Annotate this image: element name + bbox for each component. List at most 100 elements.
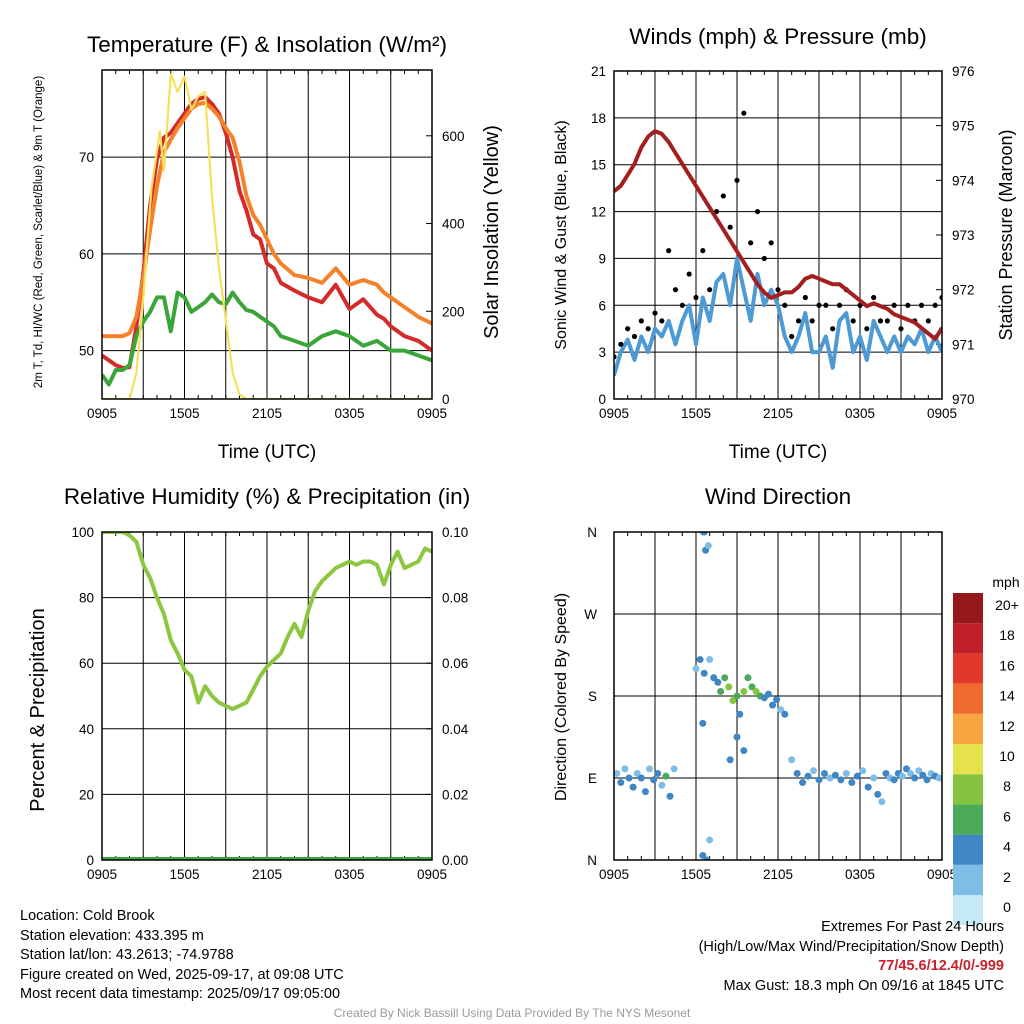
- extremes-info: Extremes For Past 24 Hours (High/Low/Max…: [699, 918, 1004, 996]
- wind-direction-point: [870, 774, 878, 782]
- wind-direction-point: [820, 769, 828, 777]
- colorbar-swatch: [953, 683, 983, 714]
- series-gust-point: [645, 326, 651, 332]
- series-gust-point: [782, 302, 788, 308]
- y-tick-label-left: W: [584, 607, 597, 622]
- y-tick-label-left: 20: [79, 787, 94, 802]
- y-tick-label-left: 80: [79, 591, 94, 606]
- wind-direction-point: [799, 779, 807, 787]
- colorbar-label: 4: [1003, 839, 1011, 855]
- wind-direction-point: [773, 696, 781, 704]
- wind-direction-point: [740, 747, 748, 755]
- y-tick-label-left: 15: [591, 158, 606, 173]
- wind-direction-point: [726, 756, 734, 764]
- wind-direction-point: [777, 706, 785, 714]
- wind-direction-point: [662, 772, 670, 780]
- colorbar-swatch: [953, 774, 983, 805]
- wind-direction-point: [717, 687, 725, 695]
- series-solar-insolation: [102, 73, 432, 399]
- wind-direction-point: [629, 783, 637, 791]
- wind-direction-point: [890, 776, 898, 784]
- wind-direction-point: [700, 669, 708, 677]
- wind-direction-point: [748, 683, 756, 691]
- wind-direction-point: [853, 772, 861, 780]
- y-tick-label-left: 60: [79, 247, 94, 262]
- series-gust-point: [727, 224, 733, 230]
- series-gust-point: [775, 287, 781, 293]
- colorbar-label: 12: [999, 718, 1015, 734]
- colorbar-swatch: [953, 804, 983, 835]
- series-gust-point: [836, 302, 843, 308]
- wind-direction-point: [810, 767, 818, 775]
- credit-line: Created By Nick Bassill Using Data Provi…: [333, 1006, 691, 1020]
- panel-humidity: 0905 1505 2105 0305 09050204060801000.000.02…: [27, 484, 470, 882]
- series-gust-point: [891, 302, 897, 308]
- wind-direction-point: [706, 656, 714, 664]
- wind-direction-point: [670, 765, 678, 773]
- wind-direction-point: [915, 767, 923, 775]
- colorbar-label: 6: [1003, 808, 1011, 824]
- series-gust-point: [707, 287, 713, 293]
- wind-direction-point: [699, 851, 707, 859]
- y-tick-label-left: 100: [71, 525, 94, 540]
- x-tick-label: 2105: [763, 406, 793, 421]
- colorbar-swatch: [953, 744, 983, 775]
- wind-direction-point: [898, 772, 906, 780]
- y-axis-label-right: Station Pressure (Maroon): [996, 129, 1016, 340]
- chart-title: Relative Humidity (%) & Precipitation (i…: [64, 484, 470, 509]
- series-gust-point: [720, 193, 726, 199]
- x-tick-label: 0305: [334, 867, 364, 882]
- x-tick-label: 1505: [681, 406, 711, 421]
- series-gust-point: [700, 248, 706, 254]
- colorbar-swatch: [953, 834, 983, 865]
- panel-temperature: 0905 1505 2105 0305 0905 50 60 70 0 200 400 600 Temp…: [33, 32, 503, 463]
- wind-direction-point: [650, 776, 658, 784]
- y-tick-label-right: 400: [442, 217, 465, 232]
- colorbar-swatch: [953, 895, 983, 926]
- y-tick-label-left: 60: [79, 656, 94, 671]
- x-tick-label: 0305: [845, 406, 875, 421]
- colorbar-swatch: [953, 864, 983, 895]
- wind-direction-point: [725, 683, 733, 691]
- wind-direction-point: [704, 542, 712, 550]
- series-gust-point: [871, 294, 877, 301]
- y-tick-label-right: 976: [952, 64, 975, 79]
- y-axis-label-left: 2m T, Td, HI/WC (Red, Green, Scarlet/Blu…: [33, 76, 45, 388]
- series-gust-point: [652, 310, 658, 316]
- colorbar-label: 14: [999, 688, 1015, 704]
- series-gust-point: [754, 208, 761, 215]
- series-gust-point: [877, 318, 884, 324]
- y-tick-label-right: 0.02: [442, 787, 468, 802]
- series-gust-point: [672, 287, 679, 293]
- wind-direction-point: [710, 674, 718, 682]
- extremes-values: 77/45.6/12.4/0/-999: [878, 958, 1004, 974]
- y-tick-label-left: 0: [86, 853, 94, 868]
- wind-direction-point: [874, 790, 882, 798]
- wind-direction-point: [788, 756, 796, 764]
- plot-area: [102, 532, 432, 860]
- y-tick-label-left: 9: [598, 251, 606, 266]
- y-tick-label-left: S: [588, 689, 597, 704]
- wind-direction-point: [733, 733, 741, 741]
- chart-title: Wind Direction: [705, 484, 851, 509]
- wind-direction-point: [744, 674, 752, 682]
- series-gust-point: [686, 271, 692, 277]
- wind-direction-point: [621, 765, 629, 773]
- x-tick-label: 0305: [334, 406, 364, 421]
- y-tick-label-left: 21: [591, 64, 606, 79]
- wind-direction-point: [637, 774, 645, 782]
- wind-direction-point: [614, 769, 621, 777]
- series-gust-point: [802, 294, 808, 301]
- wind-direction-point: [617, 779, 625, 787]
- series-gust-point: [734, 177, 740, 183]
- wind-direction-point: [646, 765, 654, 773]
- panel-wind_direction: 0905 1505 2105 0305 0905NESWNmph024681012141…: [553, 484, 1020, 926]
- y-tick-label-left: 70: [79, 150, 94, 165]
- colorbar-swatch: [953, 593, 983, 624]
- wind-direction-point: [733, 692, 741, 700]
- y-axis-label-left: Direction (Colored By Speed): [553, 593, 570, 801]
- x-axis-label: Time (UTC): [218, 442, 317, 463]
- extremes-subtitle: (High/Low/Max Wind/Precipitation/Snow De…: [698, 938, 1004, 955]
- wind-direction-point: [699, 719, 707, 727]
- recent-timestamp: Most recent data timestamp: 2025/09/17 0…: [20, 986, 341, 1002]
